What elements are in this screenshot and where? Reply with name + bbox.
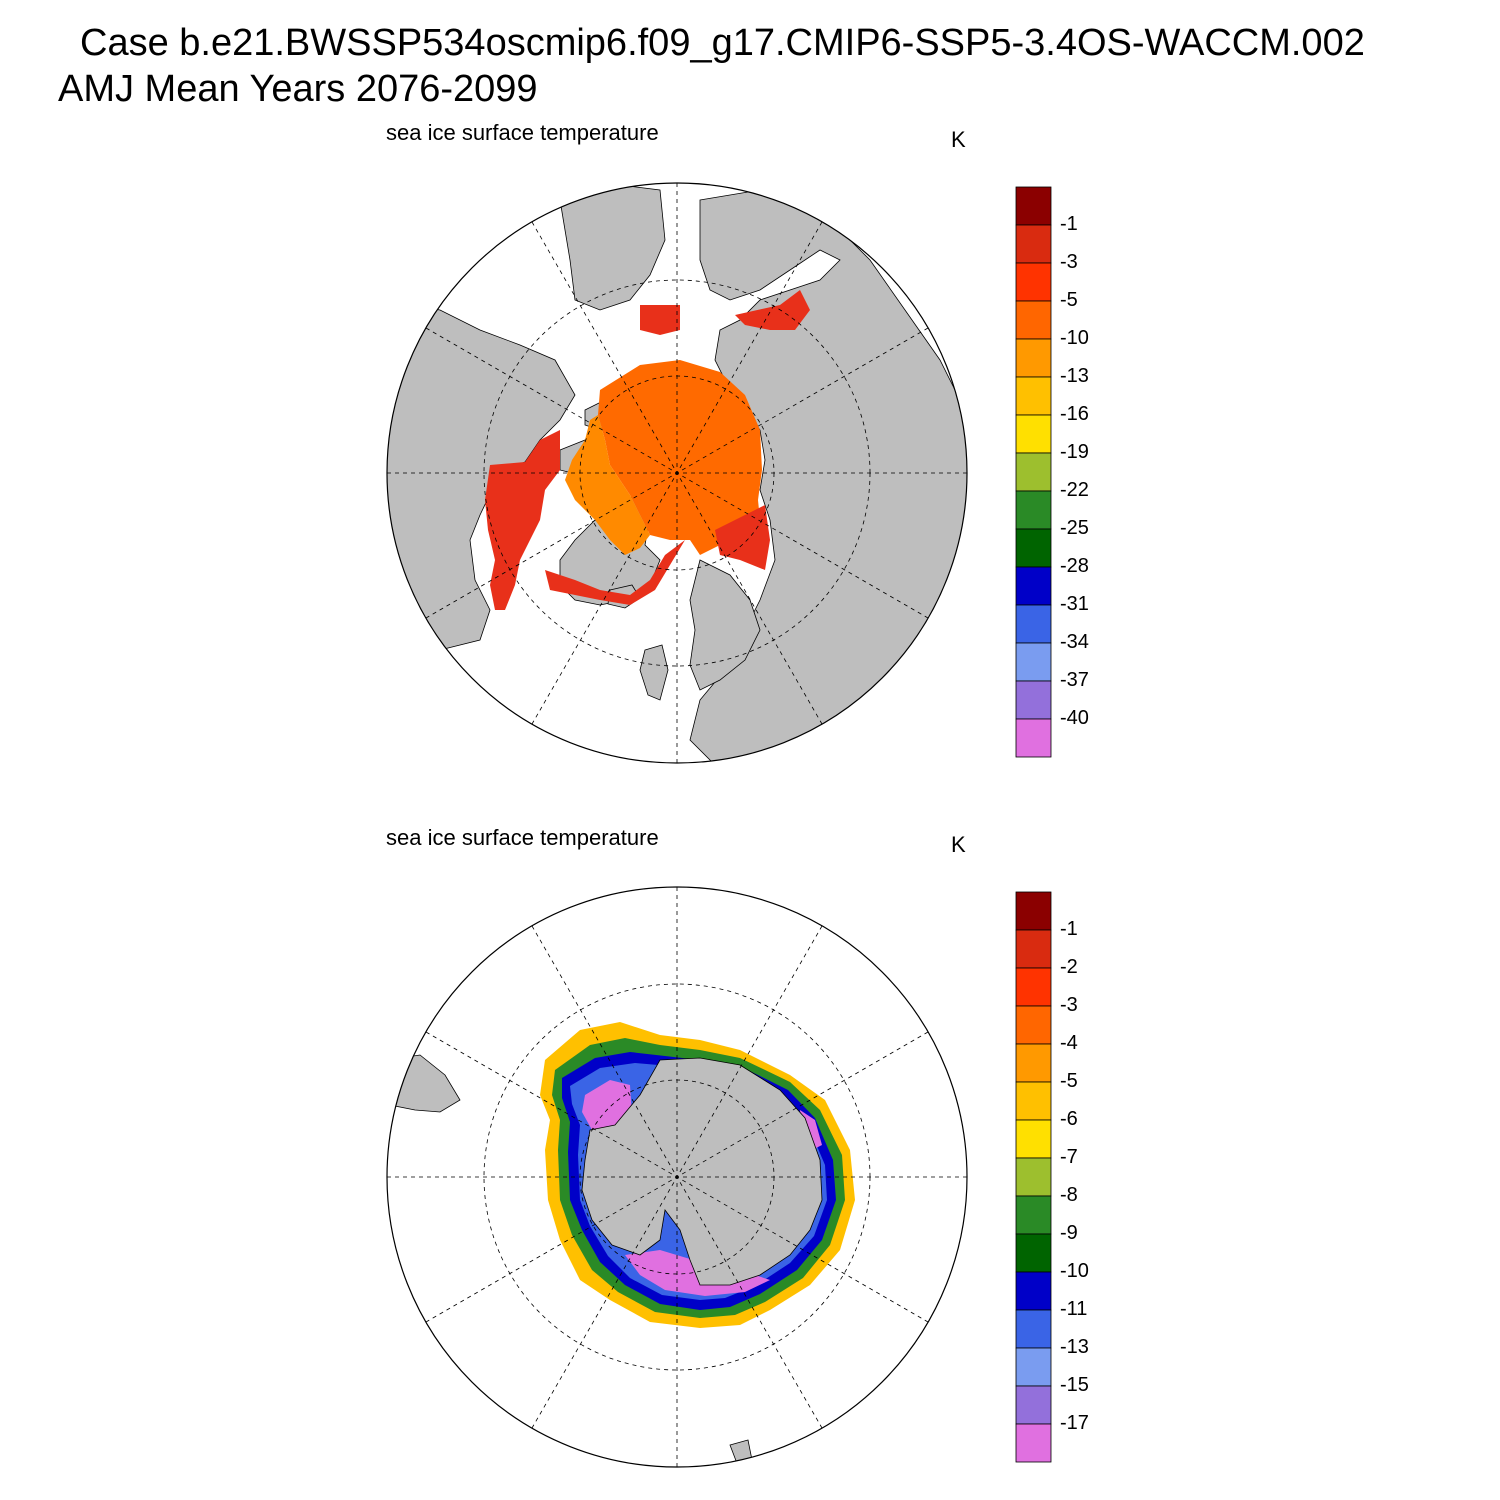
south-colorbar-tick-label: -3 xyxy=(1060,994,1078,1016)
south-polar-map xyxy=(386,886,968,1468)
south-colorbar-tick-label: -1 xyxy=(1060,918,1078,940)
north-colorbar-swatch xyxy=(1015,528,1052,568)
north-ice-okhotsk xyxy=(735,290,810,330)
north-ice-hudson xyxy=(485,430,560,610)
north-colorbar-tick-label: -10 xyxy=(1060,327,1089,349)
north-colorbar-swatch xyxy=(1015,300,1052,340)
north-colorbar-tick-label: -31 xyxy=(1060,593,1089,615)
north-ice-core xyxy=(598,360,762,555)
north-colorbar-swatch xyxy=(1015,490,1052,530)
south-colorbar-swatch xyxy=(1015,891,1052,931)
north-colorbar-swatch xyxy=(1015,718,1052,758)
south-colorbar-tick-label: -11 xyxy=(1060,1298,1088,1320)
north-colorbar-swatch xyxy=(1015,376,1052,416)
south-colorbar-swatch xyxy=(1015,1005,1052,1045)
south-colorbar-swatch xyxy=(1015,1271,1052,1311)
north-units-label: K xyxy=(951,127,966,152)
north-colorbar-tick-label: -13 xyxy=(1060,365,1089,387)
south-colorbar-swatch xyxy=(1015,1347,1052,1387)
north-colorbar-tick-label: -5 xyxy=(1060,289,1078,311)
south-colorbar-tick-label: -5 xyxy=(1060,1070,1078,1092)
south-colorbar-swatch xyxy=(1015,1233,1052,1273)
north-colorbar-swatch xyxy=(1015,338,1052,378)
south-colorbar-tick-label: -13 xyxy=(1060,1336,1089,1358)
figure-title-line2: AMJ Mean Years 2076-2099 xyxy=(58,68,538,110)
south-colorbar-tick-label: -9 xyxy=(1060,1222,1078,1244)
north-panel-title: sea ice surface temperature xyxy=(386,120,659,145)
north-ice-inner xyxy=(565,415,650,555)
south-colorbar-tick-label: -8 xyxy=(1060,1184,1078,1206)
north-colorbar-tick-label: -3 xyxy=(1060,251,1078,273)
south-colorbar-swatch xyxy=(1015,1423,1052,1463)
north-colorbar-tick-label: -25 xyxy=(1060,517,1089,539)
north-colorbar-tick-label: -16 xyxy=(1060,403,1089,425)
south-colorbar-tick-label: -10 xyxy=(1060,1260,1089,1282)
north-ice-barents xyxy=(715,505,770,570)
north-colorbar-tick-label: -37 xyxy=(1060,669,1089,691)
north-graticule xyxy=(387,183,967,763)
south-colorbar-swatch xyxy=(1015,1119,1052,1159)
south-colorbar-tick-label: -7 xyxy=(1060,1146,1078,1168)
north-colorbar-swatch xyxy=(1015,262,1052,302)
south-colorbar-swatch xyxy=(1015,1043,1052,1083)
north-land xyxy=(387,184,967,763)
south-colorbar-tick-label: -15 xyxy=(1060,1374,1089,1396)
south-colorbar-swatch xyxy=(1015,1385,1052,1425)
north-ice-labrador xyxy=(545,540,685,605)
north-colorbar-swatch xyxy=(1015,452,1052,492)
south-colorbar-tick-label: -17 xyxy=(1060,1412,1089,1434)
north-sea-ice xyxy=(485,290,810,610)
south-colorbar-tick-label: -6 xyxy=(1060,1108,1078,1130)
south-colorbar xyxy=(1015,891,1052,1463)
south-panel-title: sea ice surface temperature xyxy=(386,825,659,850)
south-colorbar-swatch xyxy=(1015,967,1052,1007)
north-colorbar-swatch xyxy=(1015,186,1052,226)
south-colorbar-swatch xyxy=(1015,929,1052,969)
south-colorbar-swatch xyxy=(1015,1157,1052,1197)
north-colorbar xyxy=(1015,186,1052,758)
south-map-border xyxy=(386,886,968,1468)
north-ice-bering xyxy=(640,305,680,335)
south-colorbar-swatch xyxy=(1015,1309,1052,1349)
south-colorbar-swatch xyxy=(1015,1195,1052,1235)
north-colorbar-swatch xyxy=(1015,680,1052,720)
north-colorbar-swatch xyxy=(1015,566,1052,606)
south-units-label: K xyxy=(951,832,966,857)
figure-title-line1: Case b.e21.BWSSP534oscmip6.f09_g17.CMIP6… xyxy=(80,22,1365,64)
south-graticule xyxy=(387,887,967,1467)
south-colorbar-tick-label: -4 xyxy=(1060,1032,1078,1054)
north-colorbar-swatch xyxy=(1015,224,1052,264)
north-colorbar-tick-label: -19 xyxy=(1060,441,1089,463)
australia-edge xyxy=(729,1439,753,1467)
north-colorbar-tick-label: -40 xyxy=(1060,707,1089,729)
north-colorbar-swatch xyxy=(1015,642,1052,682)
north-colorbar-tick-label: -34 xyxy=(1060,631,1089,653)
south-colorbar-swatch xyxy=(1015,1081,1052,1121)
north-colorbar-swatch xyxy=(1015,414,1052,454)
north-colorbar-swatch xyxy=(1015,604,1052,644)
south-colorbar-tick-label: -2 xyxy=(1060,956,1078,978)
north-colorbar-tick-label: -22 xyxy=(1060,479,1089,501)
north-colorbar-tick-label: -1 xyxy=(1060,213,1078,235)
north-colorbar-tick-label: -28 xyxy=(1060,555,1089,577)
antarctica xyxy=(581,1057,823,1286)
north-polar-map xyxy=(386,182,968,764)
north-map-border xyxy=(386,182,968,764)
